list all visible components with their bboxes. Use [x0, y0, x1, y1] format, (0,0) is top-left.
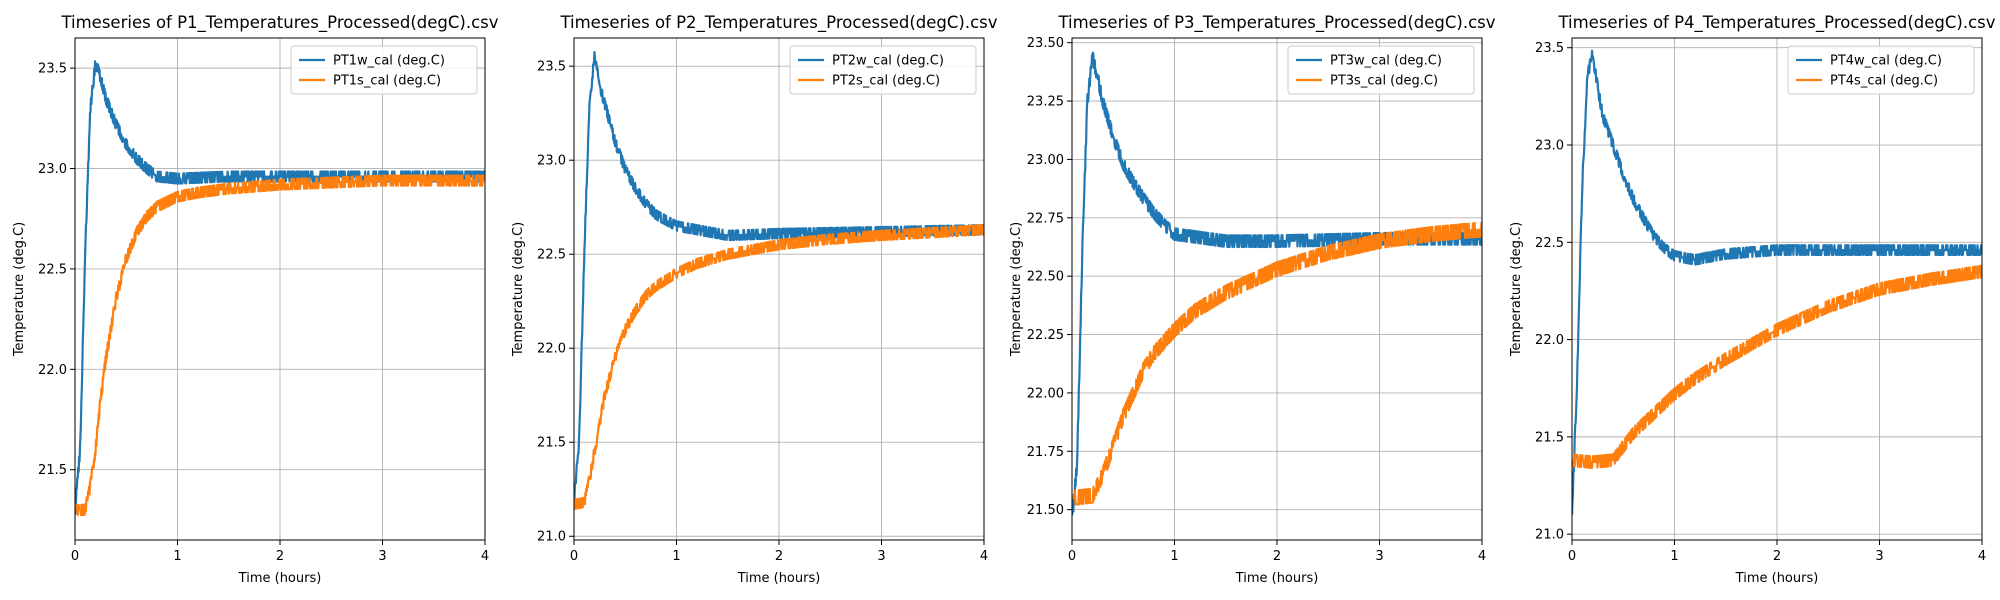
- y-tick-label: 22.75: [1027, 211, 1064, 226]
- x-tick-label: 3: [1875, 549, 1883, 564]
- legend: PT1w_cal (deg.C) PT1s_cal (deg.C): [290, 45, 478, 95]
- y-tick-label: 23.5: [38, 62, 67, 77]
- x-tick-label: 2: [1273, 549, 1281, 564]
- axes-frame: [1571, 37, 1983, 541]
- x-tick-label: 2: [1773, 549, 1781, 564]
- legend-label-1: PT1w_cal (deg.C): [333, 54, 445, 69]
- x-tick-label: 3: [877, 549, 885, 564]
- x-tick-label: 4: [481, 549, 489, 564]
- legend-box: [789, 45, 977, 95]
- y-tick-label: 21.5: [1535, 430, 1564, 445]
- chart-title: Timeseries of P1_Temperatures_Processed(…: [60, 13, 498, 33]
- x-axis-label: Time (hours): [1235, 571, 1319, 586]
- legend-label-1: PT3w_cal (deg.C): [1330, 54, 1442, 69]
- series-line-1: [1572, 49, 1982, 515]
- x-tick-label: 0: [570, 549, 578, 564]
- x-tick-label: 0: [71, 549, 79, 564]
- x-tick-label: 2: [775, 549, 783, 564]
- legend: PT2w_cal (deg.C) PT2s_cal (deg.C): [789, 45, 977, 95]
- y-tick-label: 22.5: [38, 262, 67, 277]
- chart-title: Timeseries of P3_Temperatures_Processed(…: [1057, 13, 1495, 33]
- y-tick-label: 22.0: [38, 363, 67, 378]
- chart-panel-1: 0 1 2 3 4 21.5 22.0 22.5 23.0 23.5 Timeseries of P…: [12, 13, 499, 586]
- series-line-2: [574, 224, 984, 510]
- x-tick-label: 0: [1568, 549, 1576, 564]
- y-axis-label: Temperature (deg.C): [511, 222, 526, 357]
- chart-title: Timeseries of P2_Temperatures_Processed(…: [559, 13, 997, 33]
- x-axis-label: Time (hours): [238, 571, 322, 586]
- series-line-2: [1572, 264, 1982, 470]
- y-tick-label: 22.00: [1027, 386, 1064, 401]
- y-tick-label: 23.00: [1027, 153, 1064, 168]
- x-tick-label: 3: [378, 549, 386, 564]
- x-tick-label: 4: [1978, 549, 1986, 564]
- x-tick-label: 1: [1670, 549, 1678, 564]
- chart-panel-4: 0 1 2 3 4 21.0 21.5 22.0 22.5 23.0 23.5 Timeseries …: [1509, 13, 1996, 586]
- legend-label-1: PT4w_cal (deg.C): [1830, 54, 1942, 69]
- y-tick-label: 21.50: [1027, 503, 1064, 518]
- chart-title: Timeseries of P4_Temperatures_Processed(…: [1557, 13, 1995, 33]
- y-tick-label: 23.0: [537, 154, 566, 169]
- y-tick-label: 21.75: [1027, 445, 1064, 460]
- y-tick-label: 23.5: [1535, 41, 1564, 56]
- x-tick-label: 3: [1375, 549, 1383, 564]
- legend-label-2: PT2s_cal (deg.C): [832, 74, 940, 89]
- legend-box: [290, 45, 478, 95]
- x-tick-label: 1: [672, 549, 680, 564]
- y-tick-label: 21.5: [537, 436, 566, 451]
- y-tick-label: 21.0: [1535, 528, 1564, 543]
- chart-panel-2: 0 1 2 3 4 21.0 21.5 22.0 22.5 23.0 23.5 Timeseries …: [511, 13, 998, 586]
- legend: PT4w_cal (deg.C) PT4s_cal (deg.C): [1787, 45, 1975, 95]
- axes-frame: [573, 37, 985, 541]
- x-tick-label: 1: [173, 549, 181, 564]
- y-axis-label: Temperature (deg.C): [12, 222, 27, 357]
- legend: PT3w_cal (deg.C) PT3s_cal (deg.C): [1287, 45, 1475, 95]
- y-tick-label: 22.5: [537, 248, 566, 263]
- x-tick-label: 0: [1068, 549, 1076, 564]
- chart-panel-3: 0 1 2 3 4 21.50 21.75 22.00 22.25 22.50 22.75 23.00…: [1009, 13, 1496, 586]
- y-tick-label: 22.0: [1535, 333, 1564, 348]
- x-tick-label: 2: [276, 549, 284, 564]
- legend-label-2: PT3s_cal (deg.C): [1330, 74, 1438, 89]
- y-tick-label: 23.50: [1027, 36, 1064, 51]
- y-tick-label: 22.25: [1027, 328, 1064, 343]
- x-tick-label: 4: [1478, 549, 1486, 564]
- y-tick-label: 22.5: [1535, 236, 1564, 251]
- series-line-2: [75, 174, 485, 516]
- legend-label-2: PT1s_cal (deg.C): [333, 74, 441, 89]
- legend-box: [1287, 45, 1475, 95]
- y-tick-label: 23.0: [38, 162, 67, 177]
- series-line-2: [1072, 221, 1482, 506]
- axes-frame: [1071, 37, 1483, 541]
- legend-label-1: PT2w_cal (deg.C): [832, 54, 944, 69]
- x-tick-label: 1: [1170, 549, 1178, 564]
- y-tick-label: 23.25: [1027, 95, 1064, 110]
- y-tick-label: 21.0: [537, 530, 566, 545]
- axes-frame: [74, 37, 486, 541]
- x-tick-label: 4: [980, 549, 988, 564]
- legend-box: [1787, 45, 1975, 95]
- x-axis-label: Time (hours): [1735, 571, 1819, 586]
- y-tick-label: 23.0: [1535, 139, 1564, 154]
- y-axis-label: Temperature (deg.C): [1009, 222, 1024, 357]
- x-axis-label: Time (hours): [737, 571, 821, 586]
- legend-label-2: PT4s_cal (deg.C): [1830, 74, 1938, 89]
- y-tick-label: 21.5: [38, 463, 67, 478]
- series-line-1: [574, 51, 984, 500]
- y-tick-label: 22.0: [537, 342, 566, 357]
- y-tick-label: 23.5: [537, 60, 566, 75]
- y-axis-label: Temperature (deg.C): [1509, 222, 1524, 357]
- y-tick-label: 22.50: [1027, 270, 1064, 285]
